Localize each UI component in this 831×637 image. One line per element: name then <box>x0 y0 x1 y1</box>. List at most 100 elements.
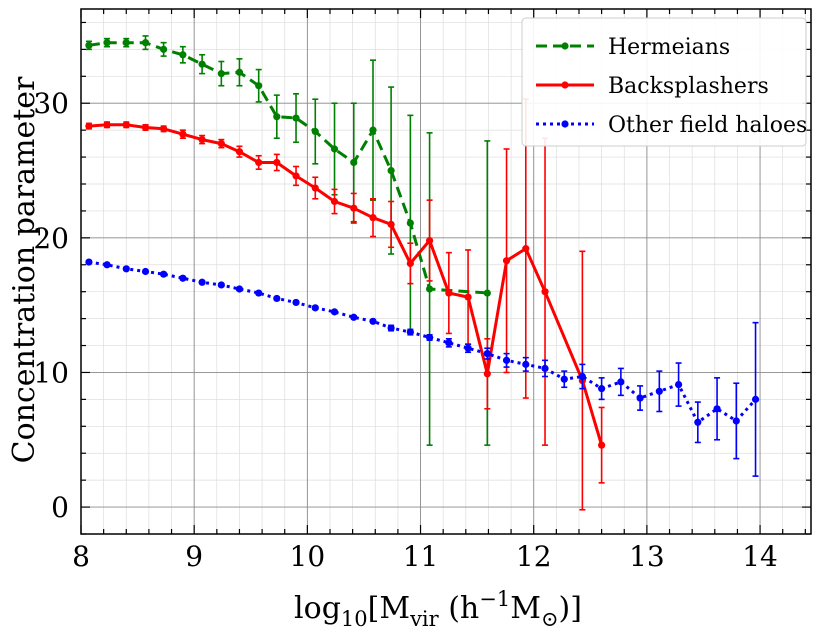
legend-label: Backsplashers <box>608 74 769 99</box>
data-point <box>387 324 395 332</box>
data-point <box>425 285 434 293</box>
axes: 8 9 10 11 12 13 14 0 10 20 30 <box>33 8 812 573</box>
data-point <box>387 220 395 228</box>
data-point <box>122 265 130 273</box>
data-point <box>160 125 168 133</box>
x-tick-label: 11 <box>403 540 439 573</box>
data-point <box>617 378 625 386</box>
data-point <box>217 281 225 289</box>
data-point <box>85 41 93 49</box>
data-point <box>85 258 93 266</box>
data-point <box>311 127 319 136</box>
data-point <box>522 360 530 368</box>
data-point <box>179 274 187 282</box>
x-tick-label: 8 <box>72 540 90 573</box>
data-point <box>235 68 244 76</box>
data-point <box>483 289 491 297</box>
series-layer <box>85 35 760 511</box>
data-point <box>292 114 300 122</box>
y-tick-label: 10 <box>33 356 69 389</box>
data-point <box>179 51 187 59</box>
data-point <box>425 236 434 245</box>
series-other-field-haloes <box>85 258 760 477</box>
y-tick-label: 30 <box>33 87 69 120</box>
data-point <box>751 395 760 403</box>
data-point <box>311 184 319 192</box>
data-point <box>406 259 414 268</box>
data-point <box>273 113 281 121</box>
data-point <box>464 344 472 352</box>
x-axis-label: log10[Mvir (h−1M⊙)] <box>294 587 582 631</box>
data-point <box>198 60 206 68</box>
data-point <box>330 145 339 153</box>
data-point <box>732 417 740 425</box>
data-point <box>350 313 358 321</box>
data-point <box>330 308 339 316</box>
data-point <box>541 288 549 296</box>
data-point <box>406 328 414 336</box>
data-point <box>674 380 683 389</box>
data-point <box>406 219 414 227</box>
data-point <box>255 82 263 90</box>
data-point <box>598 441 606 449</box>
data-point <box>483 370 491 378</box>
legend-box <box>521 17 807 147</box>
data-point <box>141 267 150 276</box>
data-point <box>122 39 130 47</box>
x-tick-label: 14 <box>742 540 778 573</box>
legend-marker <box>561 42 569 50</box>
data-point <box>387 166 395 175</box>
data-point <box>198 278 206 286</box>
data-point <box>425 333 434 342</box>
series-line <box>88 123 604 446</box>
data-point <box>141 39 150 47</box>
data-point <box>464 293 472 301</box>
data-point <box>103 39 111 47</box>
legend-label: Other field haloes <box>608 113 807 138</box>
data-point <box>369 317 377 325</box>
data-point <box>560 375 568 383</box>
legend-entry: Backsplashers <box>536 74 769 99</box>
data-point <box>694 418 702 426</box>
data-point <box>273 294 281 303</box>
y-tick-label: 0 <box>51 491 69 524</box>
data-point <box>655 387 663 395</box>
legend: Hermeians Backsplashers Other field haloes <box>521 17 807 147</box>
data-point <box>445 339 453 347</box>
data-point <box>273 158 281 167</box>
legend-entry: Hermeians <box>536 35 730 60</box>
data-point <box>598 385 606 393</box>
y-tick-label: 20 <box>33 222 69 255</box>
x-tick-label: 12 <box>516 540 552 573</box>
data-point <box>122 121 130 129</box>
data-point <box>350 204 358 212</box>
data-point <box>636 394 644 402</box>
data-point <box>292 298 300 307</box>
data-point <box>160 45 168 53</box>
data-point <box>160 270 168 278</box>
x-tick-label: 10 <box>290 540 326 573</box>
series-line <box>88 260 757 424</box>
x-tick-label: 9 <box>185 540 203 573</box>
data-point <box>255 158 263 167</box>
data-point <box>141 123 150 132</box>
data-point <box>217 70 225 78</box>
series-backsplashers <box>85 98 606 511</box>
x-tick-label: 13 <box>629 540 665 573</box>
data-point <box>369 126 377 134</box>
data-point <box>445 289 453 297</box>
data-point <box>502 356 511 364</box>
legend-label: Hermeians <box>608 35 730 60</box>
data-point <box>198 135 206 144</box>
data-point <box>103 261 111 269</box>
data-point <box>483 350 491 358</box>
data-point <box>713 405 721 413</box>
data-point <box>255 289 263 297</box>
data-point <box>179 130 187 138</box>
grid <box>80 9 811 535</box>
data-point <box>235 285 244 293</box>
legend-marker <box>561 81 569 89</box>
data-point <box>292 172 300 180</box>
data-point <box>578 372 586 381</box>
